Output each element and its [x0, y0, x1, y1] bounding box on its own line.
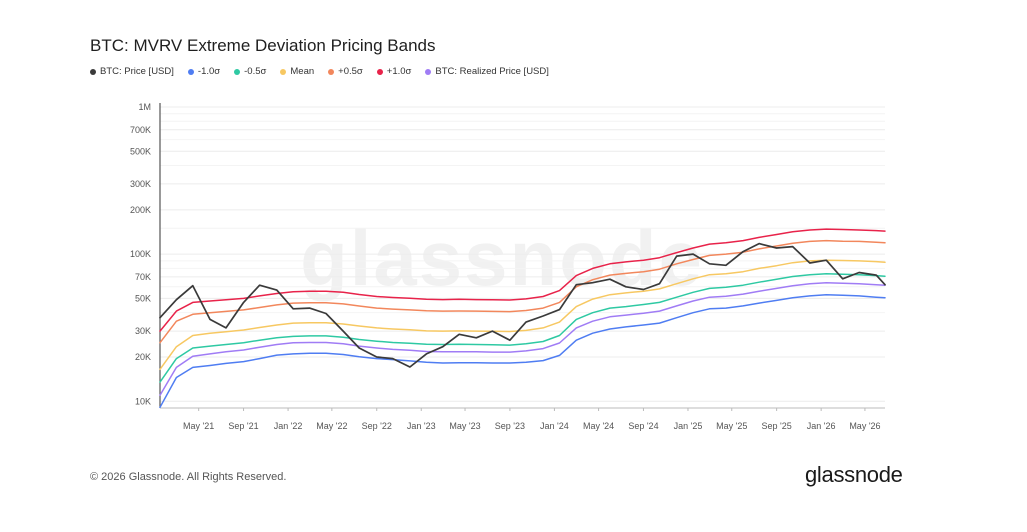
x-tick-label: Jan '26	[807, 421, 836, 431]
y-tick-label: 700K	[130, 125, 151, 135]
x-tick-label: May '21	[183, 421, 214, 431]
x-tick-label: Jan '25	[674, 421, 703, 431]
legend-dot-icon	[234, 68, 241, 75]
legend-label: BTC: Price [USD]	[100, 66, 174, 77]
series-line-mean	[159, 259, 886, 371]
legend-item[interactable]: Mean	[280, 66, 314, 77]
legend-label: BTC: Realized Price [USD]	[435, 66, 549, 77]
x-tick-label: Jan '24	[540, 421, 569, 431]
series-line-+1-0	[159, 228, 886, 332]
x-tick-label: Sep '22	[362, 421, 392, 431]
legend-dot-icon	[90, 68, 96, 75]
legend-item[interactable]: BTC: Price [USD]	[90, 66, 174, 77]
y-tick-label: 300K	[130, 179, 151, 189]
series-line-1-0	[159, 293, 886, 409]
y-tick-label: 1M	[138, 102, 151, 112]
grid	[160, 106, 885, 402]
x-tick-label: May '25	[716, 421, 747, 431]
x-tick-label: May '24	[583, 421, 614, 431]
chart-legend[interactable]: BTC: Price [USD] -1.0σ -0.5σ Mean +0.5σ +1.0σ…	[90, 66, 549, 77]
copyright-text: © 2026 Glassnode. All Rights Reserved.	[90, 471, 287, 483]
legend-dot-icon	[328, 68, 335, 75]
glassnode-logo[interactable]: glassnode	[805, 462, 903, 487]
legend-item[interactable]: -1.0σ	[187, 66, 221, 77]
y-tick-label: 100K	[130, 249, 151, 259]
legend-item[interactable]: -0.5σ	[234, 66, 266, 77]
x-tick-label: Sep '21	[228, 421, 258, 431]
y-tick-label: 200K	[130, 205, 151, 215]
price-bands-chart[interactable]: glassnode 10K20K30K50K70K100K200K300K500…	[100, 95, 900, 440]
legend-item[interactable]: BTC: Realized Price [USD]	[425, 66, 549, 77]
series-line-btc-price-usd	[159, 242, 886, 368]
legend-item[interactable]: +0.5σ	[328, 66, 363, 77]
x-tick-label: Sep '23	[495, 421, 525, 431]
y-tick-label: 50K	[135, 293, 151, 303]
legend-dot-icon	[425, 68, 432, 75]
x-tick-label: Sep '25	[762, 421, 792, 431]
x-tick-label: Jan '23	[407, 421, 436, 431]
y-tick-label: 30K	[135, 326, 151, 336]
series-line-0-5	[159, 273, 886, 383]
series-line-btc-realized-price-usd	[159, 281, 886, 396]
legend-label: Mean	[290, 66, 315, 77]
chart-title: BTC: MVRV Extreme Deviation Pricing Band…	[90, 36, 436, 55]
y-tick-label: 10K	[135, 396, 151, 406]
y-tick-label: 20K	[135, 352, 151, 362]
legend-dot-icon	[187, 68, 194, 75]
axes: 10K 20K 30K 50K 70K 100K 200K 300K 500K 700K 1M May…	[130, 102, 885, 431]
x-tick-label: May '22	[316, 421, 347, 431]
legend-dot-icon	[280, 68, 287, 75]
legend-label: +0.5σ	[338, 66, 363, 77]
y-tick-label: 500K	[130, 146, 151, 156]
x-tick-label: Jan '22	[274, 421, 303, 431]
x-tick-label: May '23	[449, 421, 480, 431]
y-tick-label: 70K	[135, 272, 151, 282]
legend-label: -1.0σ	[197, 66, 221, 77]
legend-dot-icon	[376, 68, 383, 75]
x-tick-label: May '26	[849, 421, 880, 431]
legend-label: +1.0σ	[386, 66, 412, 77]
series	[159, 228, 886, 409]
legend-label: -0.5σ	[244, 66, 267, 77]
legend-item[interactable]: +1.0σ	[376, 66, 412, 77]
x-tick-label: Sep '24	[628, 421, 658, 431]
